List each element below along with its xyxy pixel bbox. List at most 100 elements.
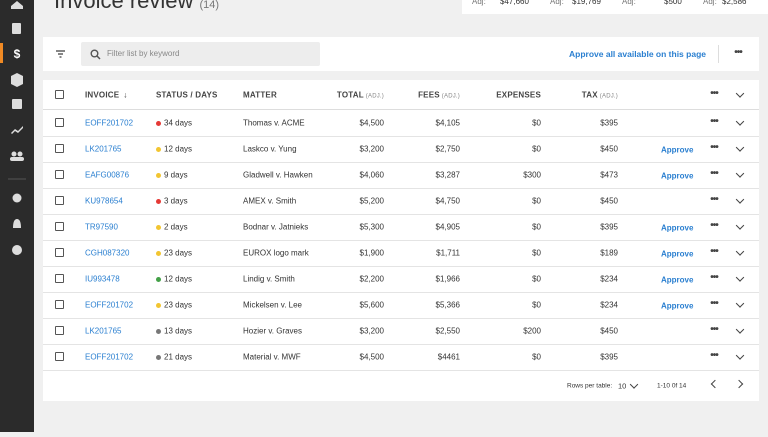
- expenses-cell: $0: [532, 196, 541, 206]
- expenses-cell: $200: [523, 326, 541, 336]
- column-header: STATUS / DAYS: [156, 91, 218, 100]
- invoice-link[interactable]: IU993478: [85, 274, 120, 284]
- matter-cell: Lindig v. Smith: [243, 274, 295, 284]
- invoice-link[interactable]: EOFF201702: [85, 118, 134, 128]
- row-expand[interactable]: [735, 273, 745, 282]
- row-more[interactable]: •••: [710, 324, 718, 336]
- expenses-cell: $0: [532, 352, 541, 362]
- column-header: FEES (ADJ.): [418, 91, 460, 100]
- row-more[interactable]: •••: [710, 220, 718, 232]
- approve-button[interactable]: Approve: [661, 275, 694, 285]
- row-expand[interactable]: [735, 195, 745, 204]
- select-all-checkbox[interactable]: [55, 90, 64, 99]
- row-more[interactable]: •••: [710, 298, 718, 310]
- search-icon: [90, 49, 101, 60]
- invoice-link[interactable]: LK201765: [85, 144, 122, 154]
- row-expand[interactable]: [735, 143, 745, 152]
- header-label: TAX: [581, 90, 598, 100]
- status-dot: [156, 276, 161, 282]
- search-box[interactable]: Filter list by keyword: [81, 42, 320, 66]
- row-expand[interactable]: [735, 351, 745, 360]
- row-checkbox[interactable]: [55, 326, 64, 335]
- invoice-link[interactable]: EOFF201702: [85, 352, 134, 362]
- matter-cell: Thomas v. ACME: [243, 118, 305, 128]
- invoice-link[interactable]: LK201765: [85, 326, 122, 336]
- more-menu[interactable]: •••: [734, 47, 742, 59]
- row-more[interactable]: •••: [710, 194, 718, 206]
- search-placeholder: Filter list by keyword: [107, 49, 180, 58]
- row-more[interactable]: •••: [710, 142, 718, 154]
- row-checkbox[interactable]: [55, 352, 64, 361]
- total-cell: $5,300: [359, 222, 384, 232]
- approve-button[interactable]: Approve: [661, 301, 694, 311]
- divider: [718, 45, 719, 63]
- days-cell: 9 days: [164, 170, 188, 180]
- tax-cell: $450: [600, 326, 618, 336]
- invoice-link[interactable]: TR97590: [85, 222, 118, 232]
- expenses-cell: $0: [532, 144, 541, 154]
- header-suffix: (ADJ.): [365, 93, 384, 100]
- row-divider: [43, 266, 759, 267]
- total-cell: $4,060: [359, 170, 384, 180]
- column-header: EXPENSES: [496, 91, 541, 100]
- row-more[interactable]: •••: [710, 350, 718, 362]
- approve-button[interactable]: Approve: [661, 171, 694, 181]
- summary-label: Adj:: [622, 0, 636, 6]
- row-checkbox[interactable]: [55, 118, 64, 127]
- approve-button[interactable]: Approve: [661, 223, 694, 233]
- fees-cell: $5,366: [435, 300, 460, 310]
- row-divider: [43, 136, 759, 137]
- approve-all-button[interactable]: Approve all available on this page: [569, 49, 706, 59]
- row-more[interactable]: •••: [710, 246, 718, 258]
- approve-button[interactable]: Approve: [661, 145, 694, 155]
- expenses-cell: $0: [532, 118, 541, 128]
- row-checkbox[interactable]: [55, 222, 64, 231]
- status-dot: [156, 224, 161, 230]
- rows-dropdown[interactable]: [629, 380, 639, 389]
- row-expand[interactable]: [735, 325, 745, 334]
- row-more[interactable]: •••: [710, 272, 718, 284]
- row-checkbox[interactable]: [55, 248, 64, 257]
- header-expand[interactable]: [735, 89, 745, 98]
- status-dot: [156, 302, 161, 308]
- rows-per-table-value[interactable]: 10: [618, 381, 627, 391]
- days-cell: 21 days: [164, 352, 193, 362]
- total-cell: $4,500: [359, 118, 384, 128]
- invoice-table: INVOICE ↓ STATUS / DAYS MATTER TOTAL (ADJ.) FE…: [43, 80, 759, 401]
- row-expand[interactable]: [735, 169, 745, 178]
- column-header[interactable]: INVOICE ↓: [85, 91, 128, 100]
- column-header: MATTER: [243, 91, 277, 100]
- row-checkbox[interactable]: [55, 274, 64, 283]
- status-dot: [156, 120, 161, 126]
- invoice-link[interactable]: CGH087320: [85, 248, 130, 258]
- prev-page[interactable]: [710, 379, 720, 389]
- summary-value: $47,660: [500, 0, 529, 6]
- header-label: FEES: [418, 90, 440, 100]
- row-checkbox[interactable]: [55, 300, 64, 309]
- next-page[interactable]: [734, 379, 744, 389]
- title-text: Invoice review: [54, 0, 194, 13]
- row-more[interactable]: •••: [710, 116, 718, 128]
- row-checkbox[interactable]: [55, 144, 64, 153]
- row-expand[interactable]: [735, 247, 745, 256]
- invoice-link[interactable]: KU978654: [85, 196, 123, 206]
- days-cell: 23 days: [164, 248, 193, 258]
- row-more[interactable]: •••: [710, 168, 718, 180]
- approve-button[interactable]: Approve: [661, 249, 694, 259]
- filter-icon[interactable]: [55, 49, 66, 59]
- status-dot: [156, 172, 161, 178]
- total-cell: $3,200: [359, 144, 384, 154]
- invoice-link[interactable]: EAFG00876: [85, 170, 130, 180]
- row-checkbox[interactable]: [55, 196, 64, 205]
- days-cell: 12 days: [164, 144, 193, 154]
- days-cell: 13 days: [164, 326, 193, 336]
- row-expand[interactable]: [735, 221, 745, 230]
- row-checkbox[interactable]: [55, 170, 64, 179]
- days-cell: 12 days: [164, 274, 193, 284]
- header-more[interactable]: •••: [710, 88, 718, 100]
- matter-cell: Hozier v. Graves: [243, 326, 302, 336]
- svg-text:$: $: [14, 47, 21, 61]
- row-expand[interactable]: [735, 117, 745, 126]
- row-expand[interactable]: [735, 299, 745, 308]
- invoice-link[interactable]: EOFF201702: [85, 300, 134, 310]
